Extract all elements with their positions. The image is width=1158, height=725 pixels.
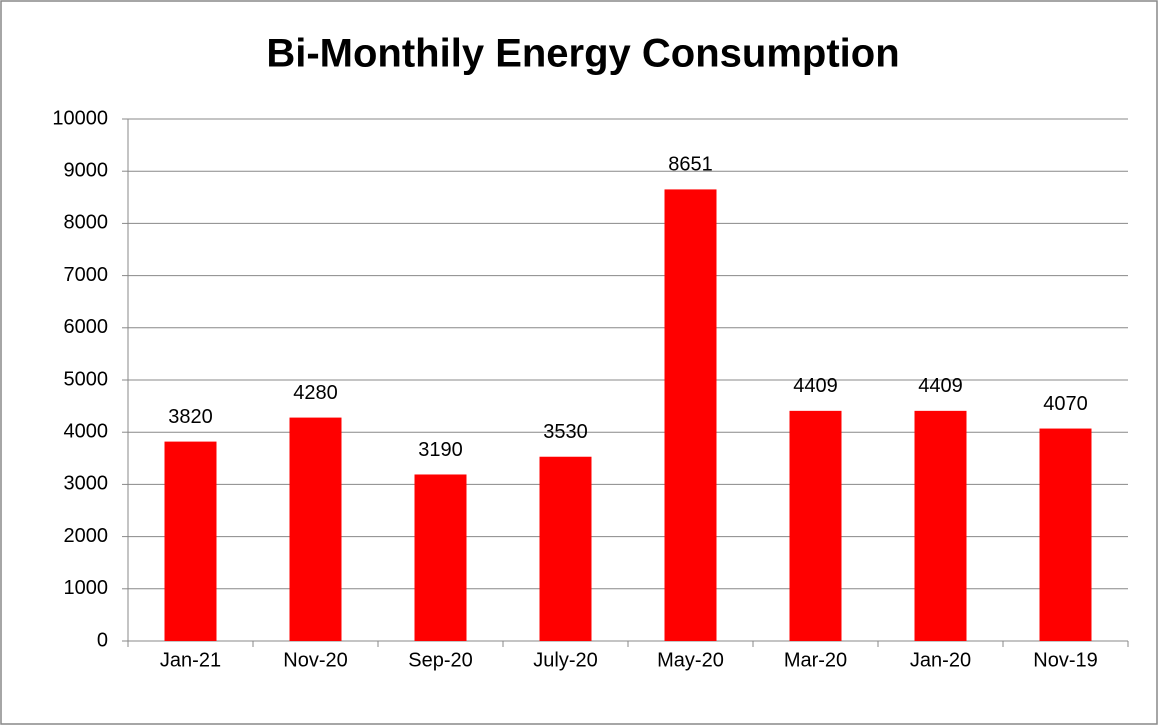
chart-title: Bi-Monthily Energy Consumption	[266, 32, 899, 76]
bar	[1039, 428, 1092, 641]
data-label: 4409	[793, 375, 838, 397]
data-label: 8651	[668, 154, 713, 176]
y-tick-label: 10000	[52, 107, 108, 129]
x-tick-label: Nov-19	[1033, 649, 1097, 671]
x-tick-label: Jan-21	[160, 649, 221, 671]
bar	[789, 410, 842, 641]
y-tick-label: 9000	[64, 159, 109, 181]
y-tick-label: 7000	[64, 264, 109, 286]
y-tick-label: 4000	[64, 420, 109, 442]
data-label: 4409	[918, 375, 963, 397]
x-tick-label: Nov-20	[283, 649, 347, 671]
data-label: 4280	[293, 382, 338, 404]
y-tick-label: 5000	[64, 368, 109, 390]
x-tick-label: Sep-20	[408, 649, 473, 671]
data-label: 3820	[168, 406, 213, 428]
data-label: 3190	[418, 439, 463, 461]
x-tick-label: Jan-20	[910, 649, 971, 671]
y-tick-label: 0	[97, 629, 108, 651]
x-tick-label: May-20	[657, 649, 724, 671]
bar	[414, 474, 467, 641]
bar	[289, 417, 342, 641]
y-tick-label: 3000	[64, 473, 109, 495]
y-tick-label: 6000	[64, 316, 109, 338]
bar	[164, 441, 217, 641]
x-tick-label: July-20	[533, 649, 597, 671]
x-tick-label: Mar-20	[784, 649, 847, 671]
y-tick-label: 1000	[64, 577, 109, 599]
bar	[664, 189, 717, 642]
bar	[914, 410, 967, 641]
y-tick-label: 8000	[64, 212, 109, 234]
data-label: 3530	[543, 421, 588, 443]
bar	[539, 456, 592, 641]
y-tick-label: 2000	[64, 525, 109, 547]
data-label: 4070	[1043, 393, 1088, 415]
